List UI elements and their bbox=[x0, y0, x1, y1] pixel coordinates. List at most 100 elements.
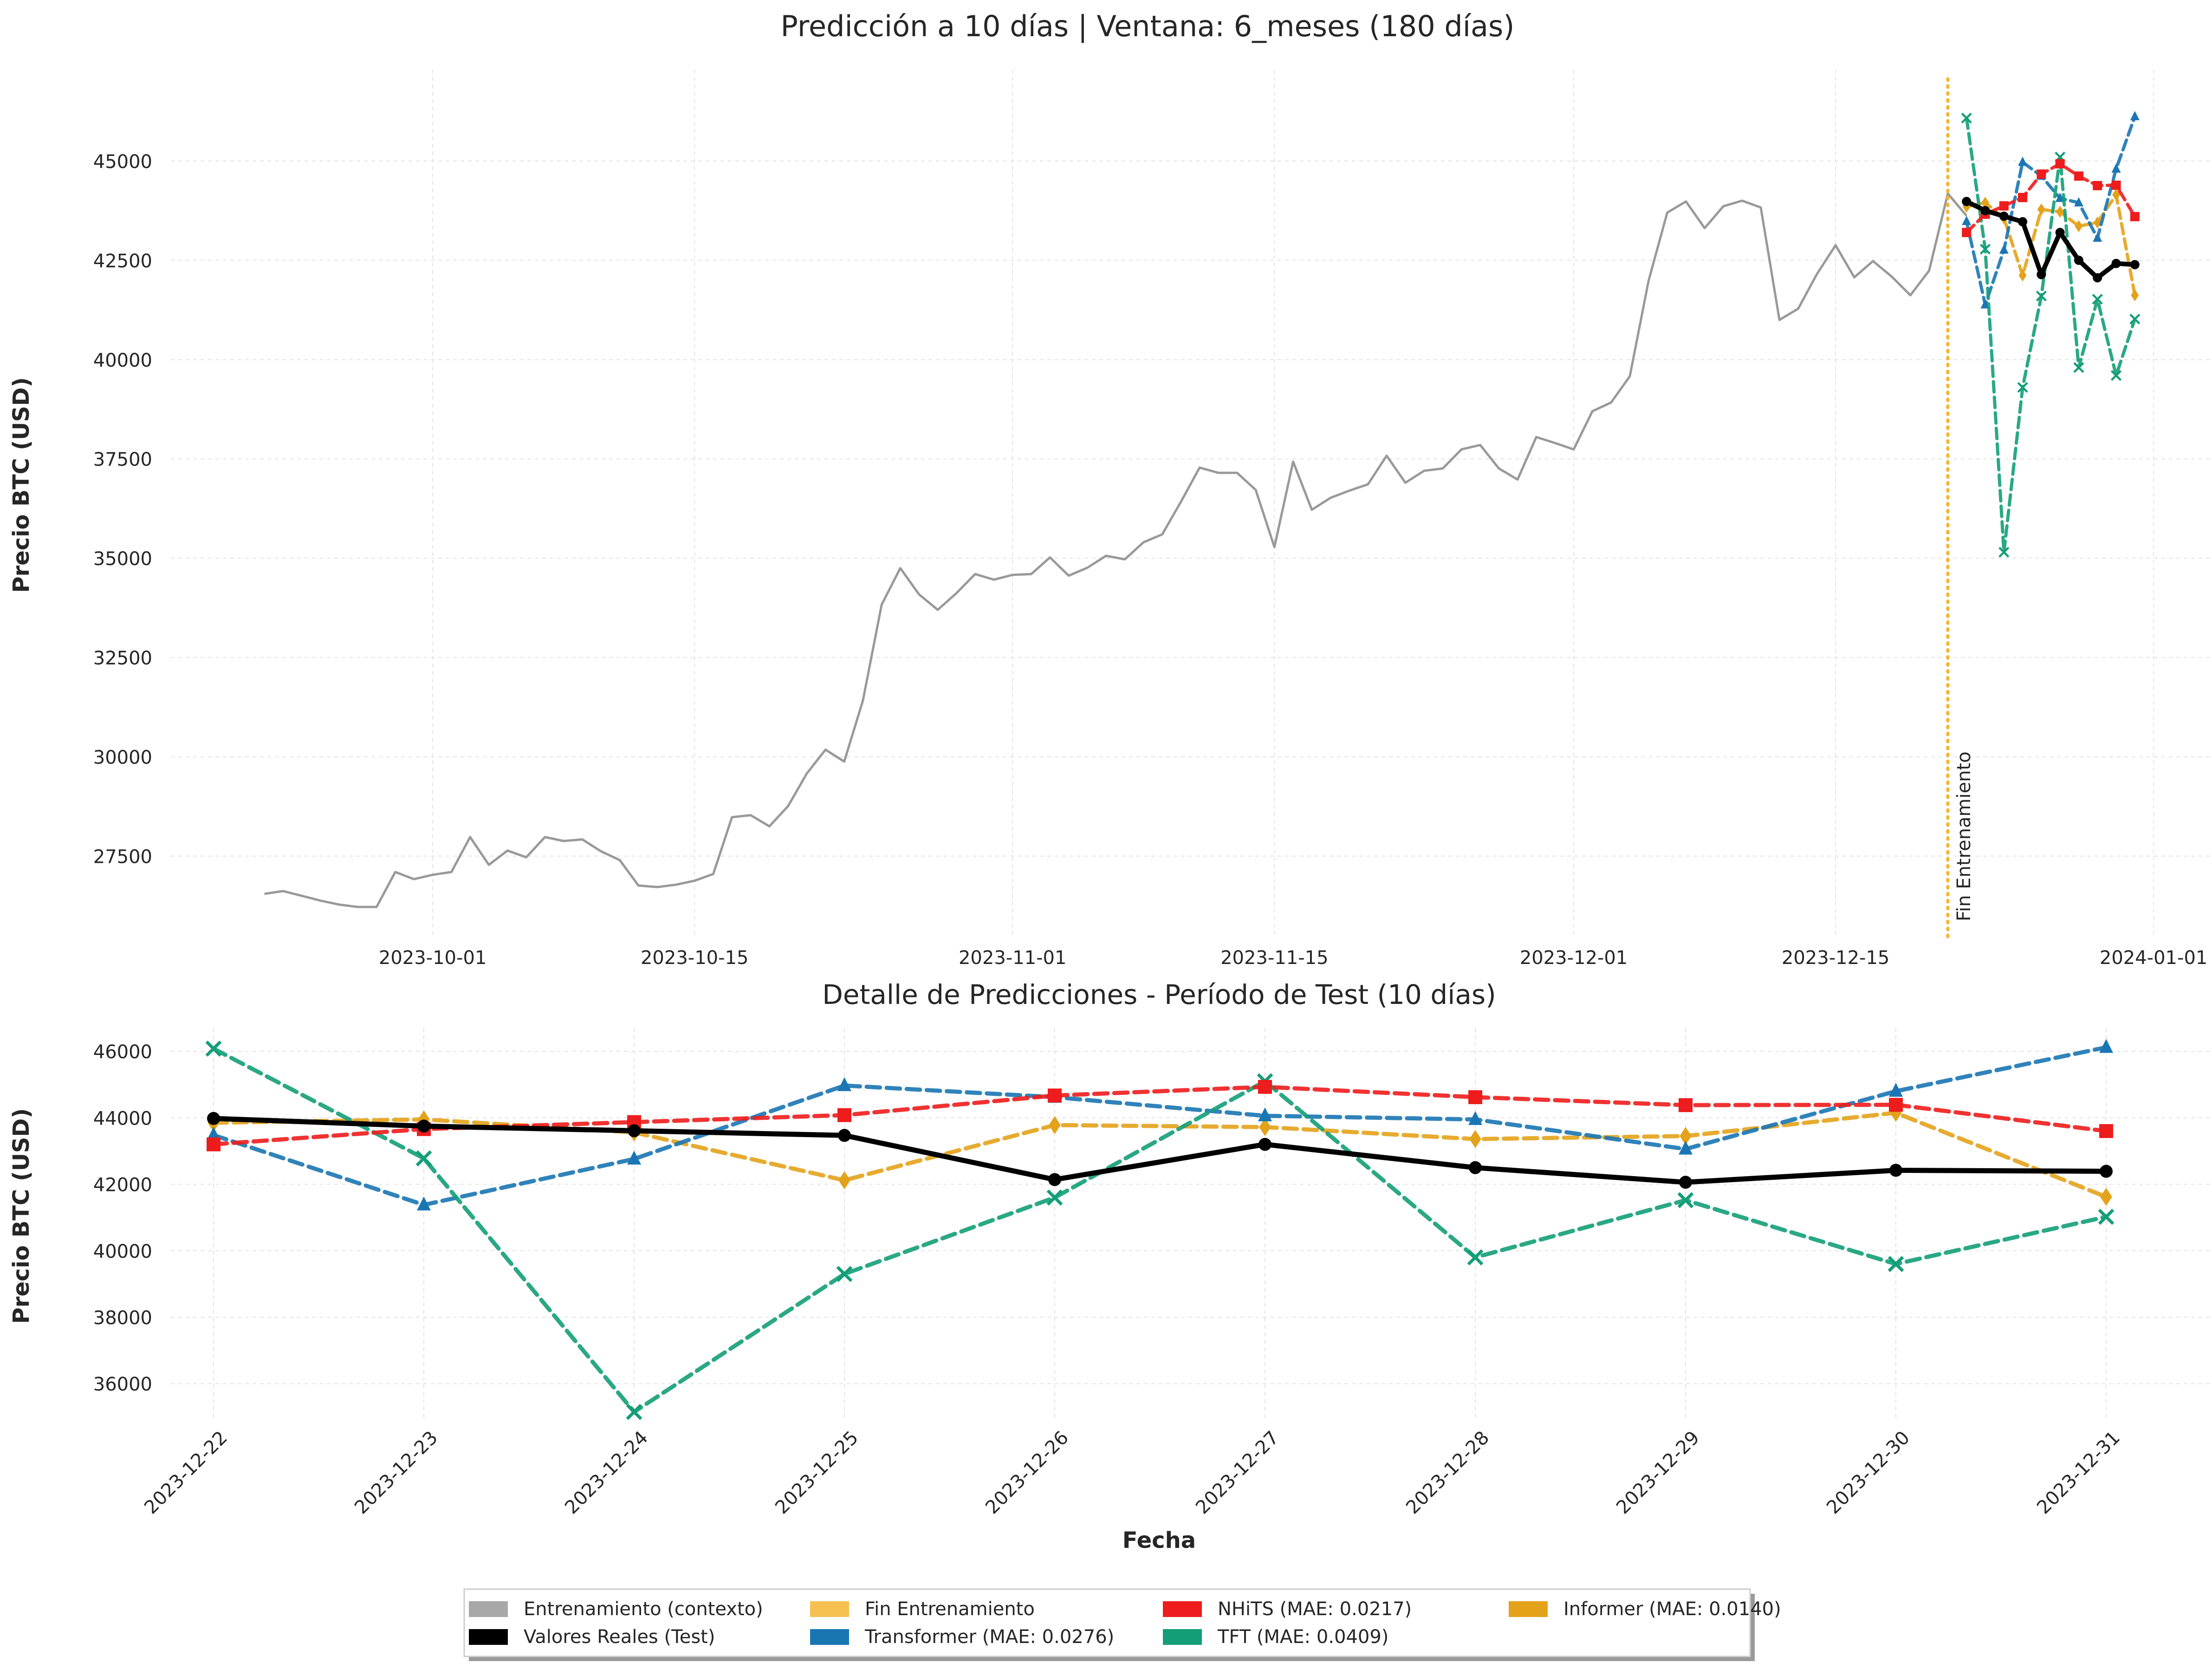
top-nhits-point bbox=[2093, 181, 2102, 190]
legend-item-real: Valores Reales (Test) bbox=[469, 1626, 715, 1648]
top-xtick-label: 2024-01-01 bbox=[2100, 947, 2207, 969]
bottom-transformer-point bbox=[1258, 1107, 1272, 1122]
top-tft-point bbox=[1961, 112, 1972, 124]
top-informer-point bbox=[1981, 196, 1989, 209]
legend-label-training: Entrenamiento (contexto) bbox=[524, 1598, 763, 1620]
legend-swatch-transformer bbox=[810, 1629, 849, 1645]
bottom-xtick-label: 2023-12-31 bbox=[2033, 1427, 2124, 1519]
legend-label-fin: Fin Entrenamiento bbox=[865, 1598, 1035, 1620]
fin-entrenamiento-label: Fin Entrenamiento bbox=[1953, 751, 1975, 921]
top-real-point bbox=[2111, 259, 2121, 268]
bottom-transformer-point bbox=[837, 1077, 851, 1091]
top-transformer-point bbox=[2111, 163, 2121, 173]
training-line bbox=[264, 192, 1968, 908]
bottom-transformer-point bbox=[207, 1126, 221, 1141]
bottom-real-point bbox=[1679, 1176, 1692, 1189]
bottom-xtick-label: 2023-12-28 bbox=[1402, 1427, 1493, 1519]
bottom-transformer-point bbox=[627, 1151, 641, 1165]
top-nhits-point bbox=[2037, 169, 2046, 179]
bottom-nhits-point bbox=[1679, 1098, 1693, 1113]
bottom-chart-title: Detalle de Predicciones - Período de Tes… bbox=[822, 979, 1496, 1010]
bottom-tft-point bbox=[626, 1404, 642, 1420]
top-xtick-label: 2023-10-15 bbox=[641, 947, 748, 969]
top-informer-point bbox=[2056, 206, 2064, 218]
top-transformer-line bbox=[1965, 115, 2137, 307]
bottom-xtick-label: 2023-12-29 bbox=[1612, 1427, 1704, 1519]
top-nhits-point bbox=[2074, 171, 2083, 181]
bottom-real-point bbox=[1469, 1161, 1482, 1174]
top-xtick-label: 2023-10-01 bbox=[379, 947, 487, 969]
top-real-point bbox=[2037, 270, 2046, 279]
top-real-point bbox=[2130, 260, 2140, 270]
bottom-tft-point bbox=[836, 1266, 853, 1282]
top-real-point bbox=[2055, 227, 2065, 237]
top-chart-ticks: 27500 30000 32500 35000 37500 40000 42500 45000… bbox=[93, 151, 2208, 969]
bottom-tft-line bbox=[211, 1046, 2108, 1414]
top-nhits-point bbox=[2018, 193, 2028, 202]
bottom-tft-point bbox=[1888, 1256, 1904, 1272]
legend-swatch-training bbox=[469, 1601, 508, 1617]
top-informer-point bbox=[2112, 188, 2121, 201]
top-ytick-label: 42500 bbox=[93, 251, 152, 272]
top-xtick-label: 2023-12-15 bbox=[1782, 947, 1889, 969]
bottom-real-point bbox=[1048, 1173, 1061, 1186]
top-chart-grid bbox=[171, 70, 2210, 938]
top-nhits-point bbox=[2130, 212, 2140, 221]
top-nhits-line bbox=[1965, 162, 2137, 234]
bottom-xtick-label: 2023-12-22 bbox=[140, 1427, 232, 1519]
top-tft-point bbox=[2017, 382, 2028, 393]
bottom-transformer-point bbox=[2099, 1039, 2113, 1053]
bottom-xtick-label: 2023-12-26 bbox=[981, 1427, 1073, 1519]
bottom-ytick-label: 46000 bbox=[93, 1042, 152, 1063]
bottom-tft-point bbox=[415, 1150, 432, 1167]
top-informer-point bbox=[2037, 203, 2045, 216]
top-transformer-point bbox=[2018, 156, 2028, 166]
top-transformer-point bbox=[1962, 215, 1972, 225]
legend-label-tft: TFT (MAE: 0.0409) bbox=[1217, 1626, 1388, 1648]
top-nhits-point bbox=[1962, 227, 1972, 237]
bottom-nhits-point bbox=[1889, 1098, 1903, 1112]
bottom-real-point bbox=[1889, 1164, 1902, 1177]
bottom-nhits-point bbox=[1258, 1080, 1272, 1094]
legend-item-informer: Informer (MAE: 0.0140) bbox=[1509, 1598, 1781, 1620]
bottom-real-point bbox=[838, 1129, 851, 1142]
legend-label-informer: Informer (MAE: 0.0140) bbox=[1563, 1598, 1781, 1620]
bottom-tft-point bbox=[1677, 1192, 1694, 1209]
top-chart-ylabel: Precio BTC (USD) bbox=[8, 377, 34, 593]
bottom-nhits-point bbox=[1048, 1088, 1062, 1103]
top-informer-point bbox=[2131, 289, 2139, 302]
legend-item-nhits: NHiTS (MAE: 0.0217) bbox=[1163, 1598, 1412, 1620]
bottom-ytick-label: 38000 bbox=[93, 1307, 152, 1329]
top-transformer-point bbox=[1999, 244, 2009, 254]
legend-swatch-fin bbox=[810, 1601, 849, 1617]
bottom-real-line bbox=[211, 1116, 2109, 1185]
legend-swatch-informer bbox=[1509, 1601, 1548, 1617]
top-informer-point bbox=[2018, 269, 2027, 282]
top-nhits-point bbox=[1999, 201, 2009, 211]
top-real-point bbox=[2074, 255, 2083, 265]
bottom-real-point bbox=[628, 1124, 641, 1138]
top-real-point bbox=[1999, 211, 2009, 221]
top-ytick-label: 37500 bbox=[93, 449, 152, 471]
bottom-chart-xlabel: Fecha bbox=[1122, 1527, 1196, 1553]
top-ytick-label: 35000 bbox=[93, 549, 152, 570]
legend-swatch-tft bbox=[1163, 1629, 1202, 1645]
bottom-transformer-point bbox=[1679, 1140, 1693, 1155]
bottom-transformer-point bbox=[417, 1196, 431, 1210]
legend-label-nhits: NHiTS (MAE: 0.0217) bbox=[1218, 1598, 1412, 1620]
top-transformer-point bbox=[2130, 110, 2140, 120]
legend-swatch-nhits bbox=[1163, 1601, 1202, 1617]
bottom-nhits-line bbox=[211, 1085, 2108, 1147]
bottom-tft-point bbox=[1046, 1189, 1063, 1206]
top-chart-title: Predicción a 10 días | Ventana: 6_meses … bbox=[781, 9, 1515, 44]
top-transformer-point bbox=[2093, 232, 2102, 242]
bottom-chart-grid bbox=[171, 1028, 2210, 1420]
bottom-transformer-point bbox=[1889, 1083, 1903, 1097]
top-nhits-point bbox=[2055, 159, 2065, 168]
legend-frame bbox=[463, 1588, 1751, 1657]
top-ytick-label: 27500 bbox=[93, 847, 152, 868]
top-tft-point bbox=[2036, 291, 2047, 302]
top-real-point bbox=[1980, 206, 1990, 215]
bottom-real-point bbox=[2100, 1164, 2113, 1178]
bottom-real-point bbox=[207, 1112, 220, 1125]
